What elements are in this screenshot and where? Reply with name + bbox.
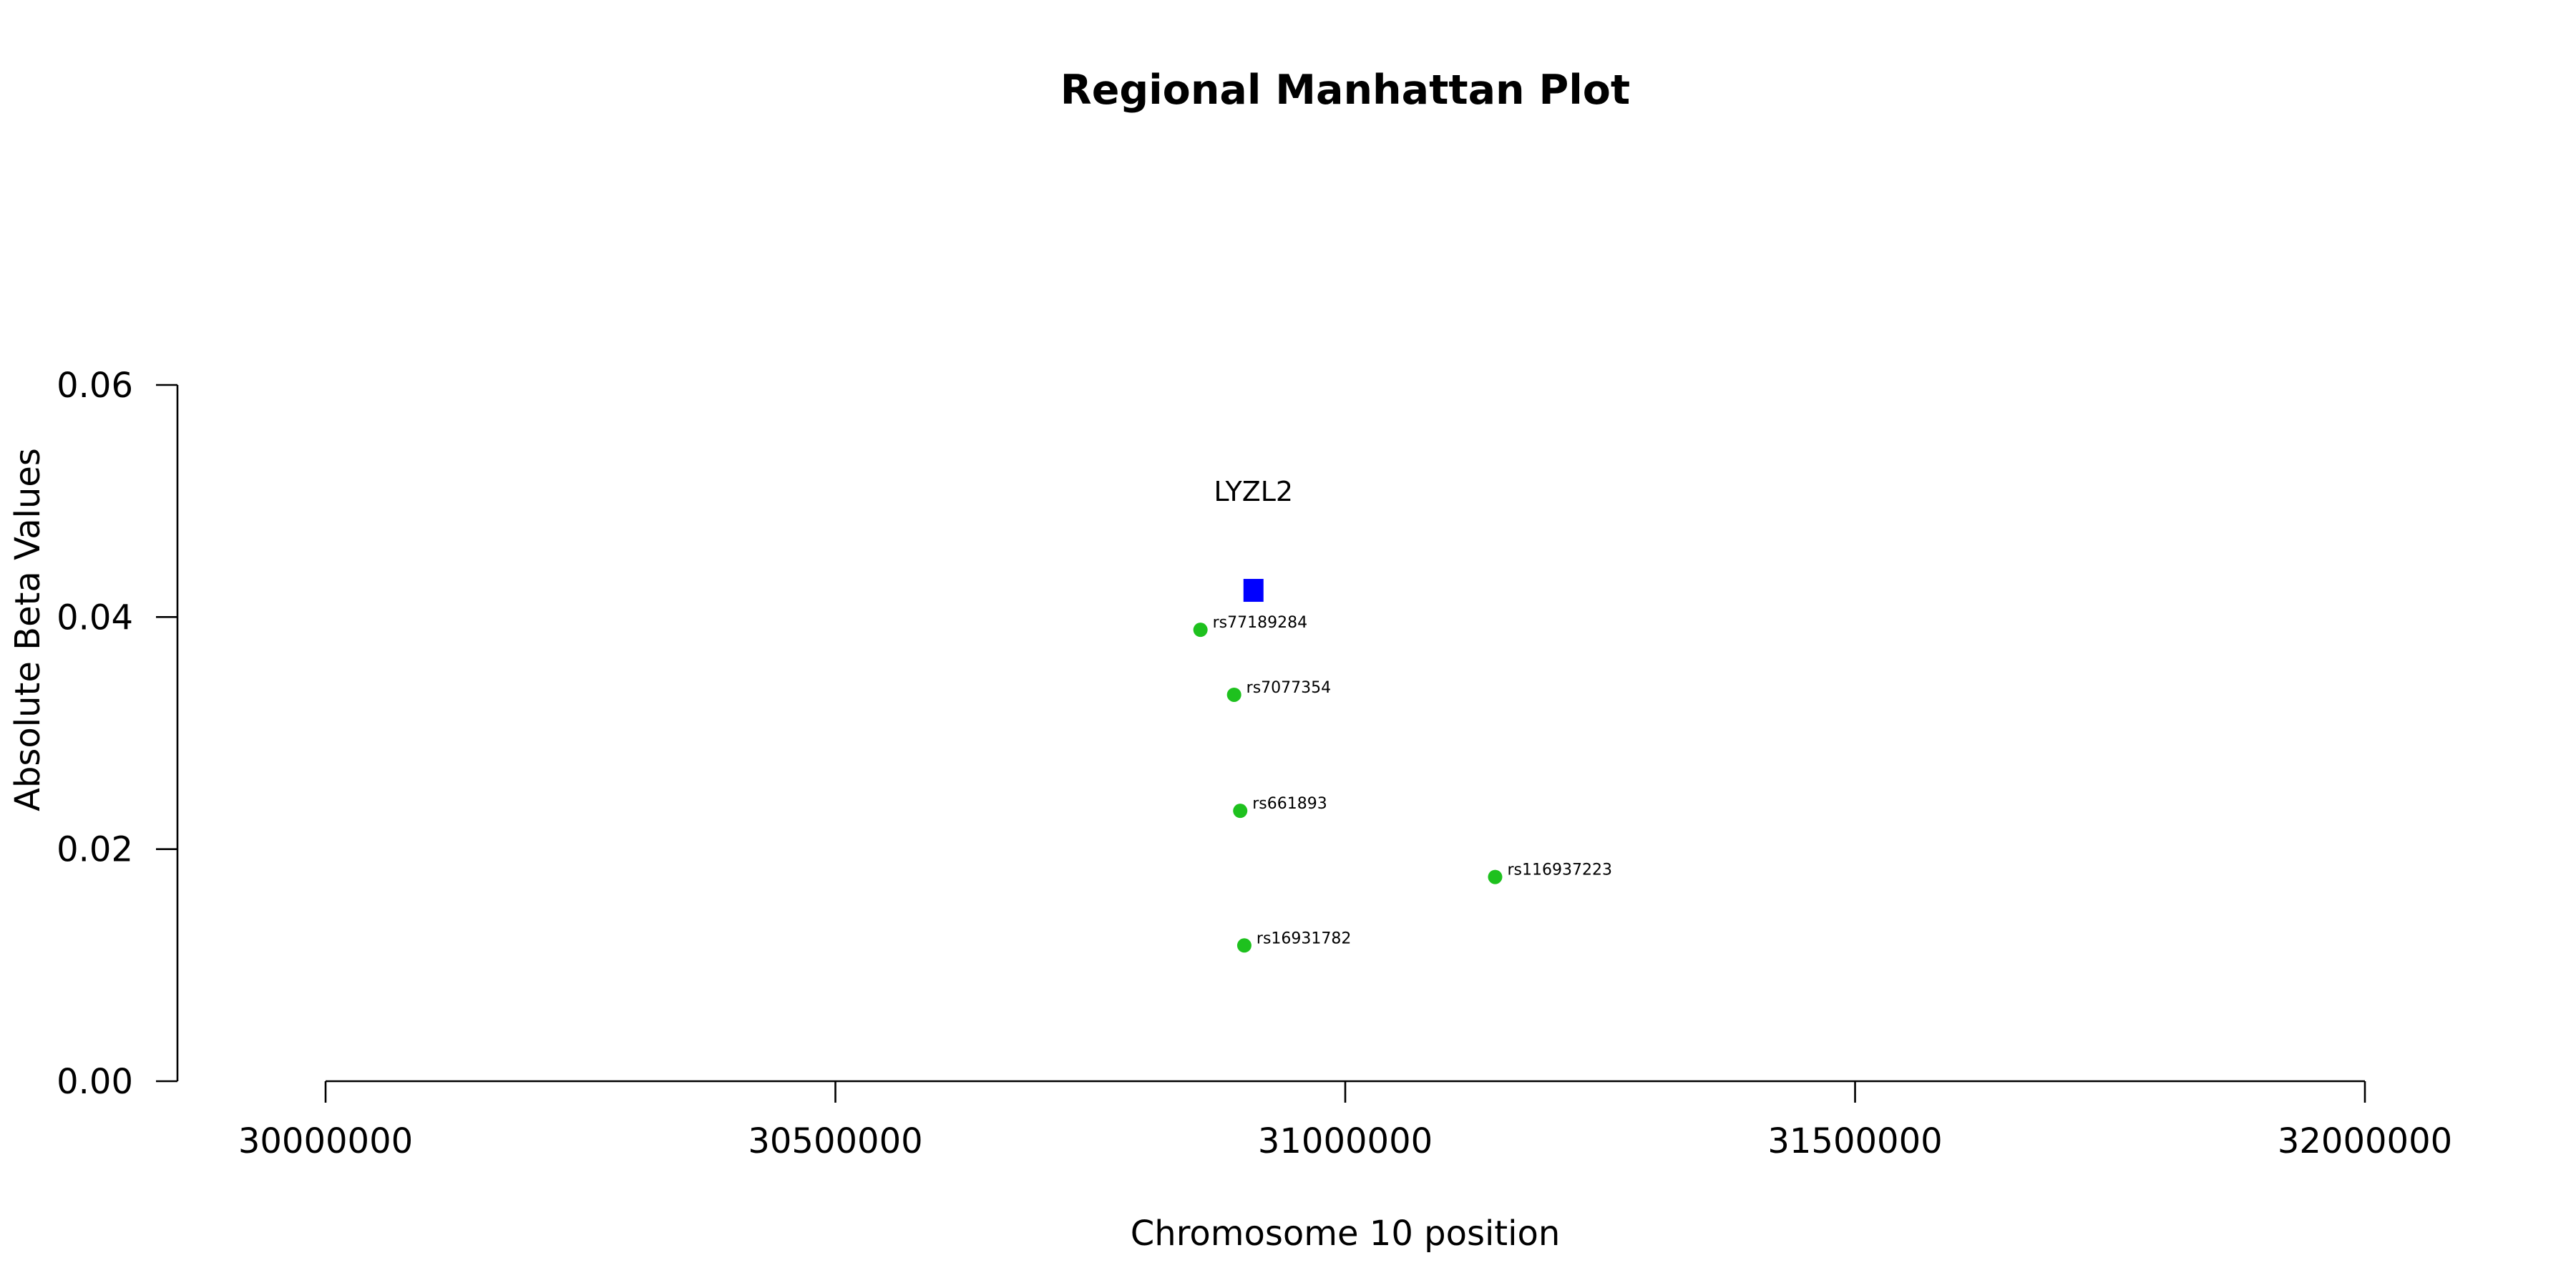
- y-tick-label: 0.06: [57, 366, 133, 406]
- gene-label: LYZL2: [1214, 476, 1293, 507]
- snp-label: rs116937223: [1507, 862, 1611, 879]
- y-tick-label: 0.00: [57, 1062, 133, 1102]
- snp-label: rs7077354: [1246, 679, 1332, 697]
- snp-point: [1233, 804, 1248, 819]
- x-tick-label: 32000000: [2278, 1121, 2452, 1161]
- x-tick-label: 30500000: [748, 1121, 922, 1161]
- snp-point: [1236, 938, 1252, 953]
- snp-point: [1226, 687, 1241, 702]
- snp-label: rs661893: [1252, 795, 1327, 813]
- chart-title: Regional Manhattan Plot: [1060, 67, 1630, 114]
- x-tick-label: 30000000: [238, 1121, 413, 1161]
- y-axis-title: Absolute Beta Values: [8, 448, 48, 811]
- snp-point: [1488, 869, 1503, 884]
- snp-label: rs77189284: [1213, 614, 1307, 632]
- gene-marker: [1243, 579, 1264, 602]
- x-axis: 30000000 30500000 31000000 31500000 32000000: [238, 1080, 2452, 1161]
- snp-point: [1193, 623, 1208, 638]
- plot-area: LYZL2 rs77189284 rs7077354 rs661893 rs116937…: [1193, 476, 1612, 953]
- x-axis-title: Chromosome 10 position: [1131, 1214, 1561, 1254]
- snp-label: rs16931782: [1257, 930, 1351, 947]
- y-axis: 0.00 0.02 0.04 0.06: [57, 366, 179, 1102]
- x-tick-label: 31500000: [1767, 1121, 1942, 1161]
- y-tick-label: 0.04: [57, 597, 133, 638]
- y-tick-label: 0.02: [57, 830, 133, 870]
- x-tick-label: 31000000: [1258, 1121, 1433, 1161]
